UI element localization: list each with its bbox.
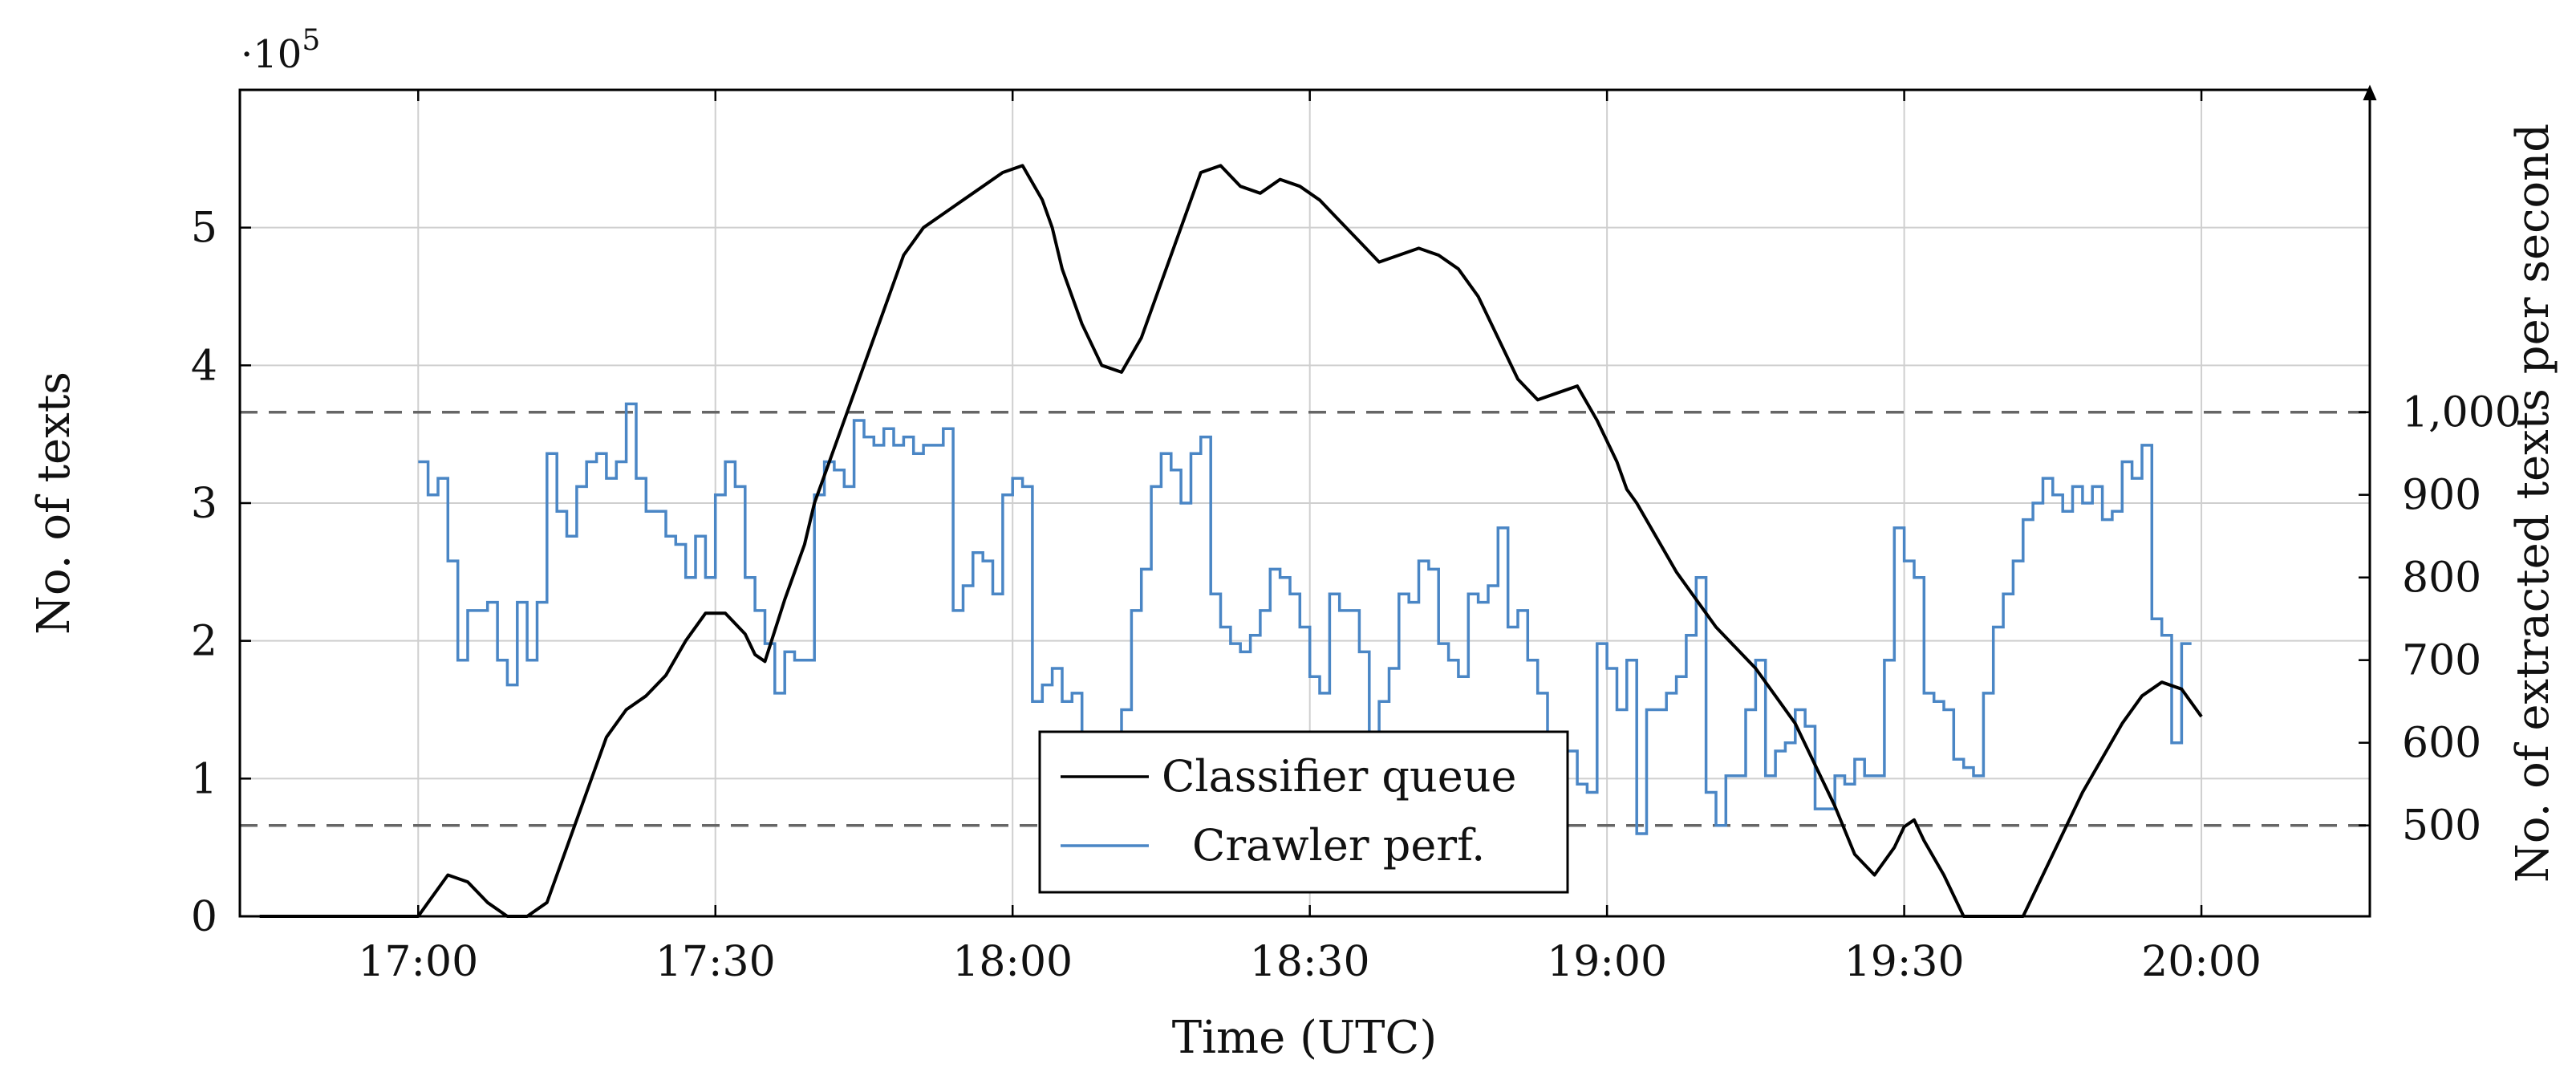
y-multiplier-label: ·105 [241, 24, 320, 77]
y2-axis-arrow [2363, 84, 2377, 100]
x-tick-label: 17:00 [358, 938, 478, 986]
y-tick-label: 1 [191, 755, 217, 803]
tick-layer: 17:00 17:30 18:00 18:30 19:00 19:30 20:00 0 1 2 3 4… [191, 90, 2521, 986]
reference-lines [240, 410, 2370, 827]
legend-box [1038, 730, 1569, 894]
y2-tick-label: 1,000 [2402, 389, 2521, 437]
y-tick-label: 0 [191, 893, 217, 941]
x-tick-label: 18:00 [952, 938, 1073, 986]
legend: Classifier queue Crawler perf. [1038, 730, 1569, 894]
x-tick-label: 17:30 [655, 938, 776, 986]
y2-tick-label: 900 [2402, 472, 2481, 520]
series-line-crawler-perf [418, 402, 2192, 835]
y-tick-label: 4 [191, 342, 217, 390]
y2-axis-label: No. of extracted texts per second [2507, 124, 2559, 883]
series-line-classifier-queue [259, 164, 2203, 918]
y-tick-label: 5 [191, 205, 217, 253]
y-tick-label: 3 [191, 480, 217, 528]
x-axis-label: Time (UTC) [1172, 1012, 1437, 1064]
y2-tick-label: 700 [2402, 637, 2481, 685]
legend-label-queue: Classifier queue [1162, 751, 1516, 802]
y2-tick-label: 600 [2402, 720, 2481, 768]
x-tick-label: 18:30 [1250, 938, 1370, 986]
y2-tick-label: 800 [2402, 554, 2481, 603]
series-layer [259, 164, 2203, 918]
y-tick-label: 2 [191, 618, 217, 666]
x-tick-label: 19:30 [1844, 938, 1965, 986]
x-tick-label: 20:00 [2141, 938, 2262, 986]
legend-label-crawler: Crawler perf. [1192, 820, 1485, 871]
y2-tick-label: 500 [2402, 802, 2481, 851]
y-axis-label: No. of texts [28, 372, 80, 635]
x-tick-label: 19:00 [1547, 938, 1667, 986]
